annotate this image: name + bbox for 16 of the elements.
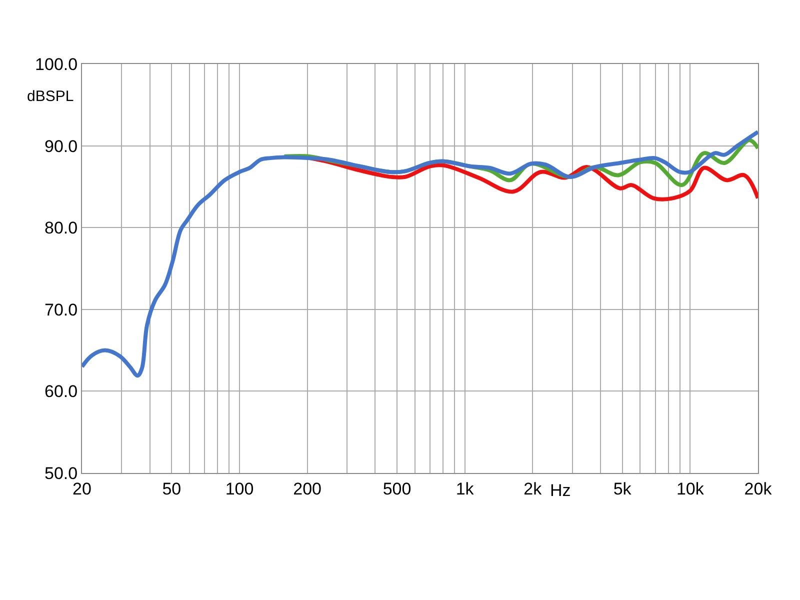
- x-tick-label: 500: [382, 479, 412, 498]
- y-axis-title: dBSPL: [27, 88, 74, 105]
- x-tick-label: 20k: [744, 479, 772, 498]
- x-tick-label: 100: [225, 479, 254, 498]
- x-tick-label: 5k: [613, 479, 632, 498]
- y-tick-label: 90.0: [44, 136, 78, 156]
- x-tick-label: 2k: [524, 479, 542, 498]
- x-tick-label: 10k: [676, 479, 704, 498]
- y-tick-label: 70.0: [44, 300, 78, 320]
- y-tick-label: 60.0: [44, 382, 78, 402]
- x-tick-label: 50: [162, 479, 182, 498]
- y-tick-label: 100.0: [35, 54, 78, 74]
- x-tick-label: 200: [293, 479, 322, 498]
- x-axis-title: Hz: [550, 481, 571, 500]
- y-tick-label: 80.0: [44, 218, 78, 238]
- x-tick-label: 1k: [456, 479, 474, 498]
